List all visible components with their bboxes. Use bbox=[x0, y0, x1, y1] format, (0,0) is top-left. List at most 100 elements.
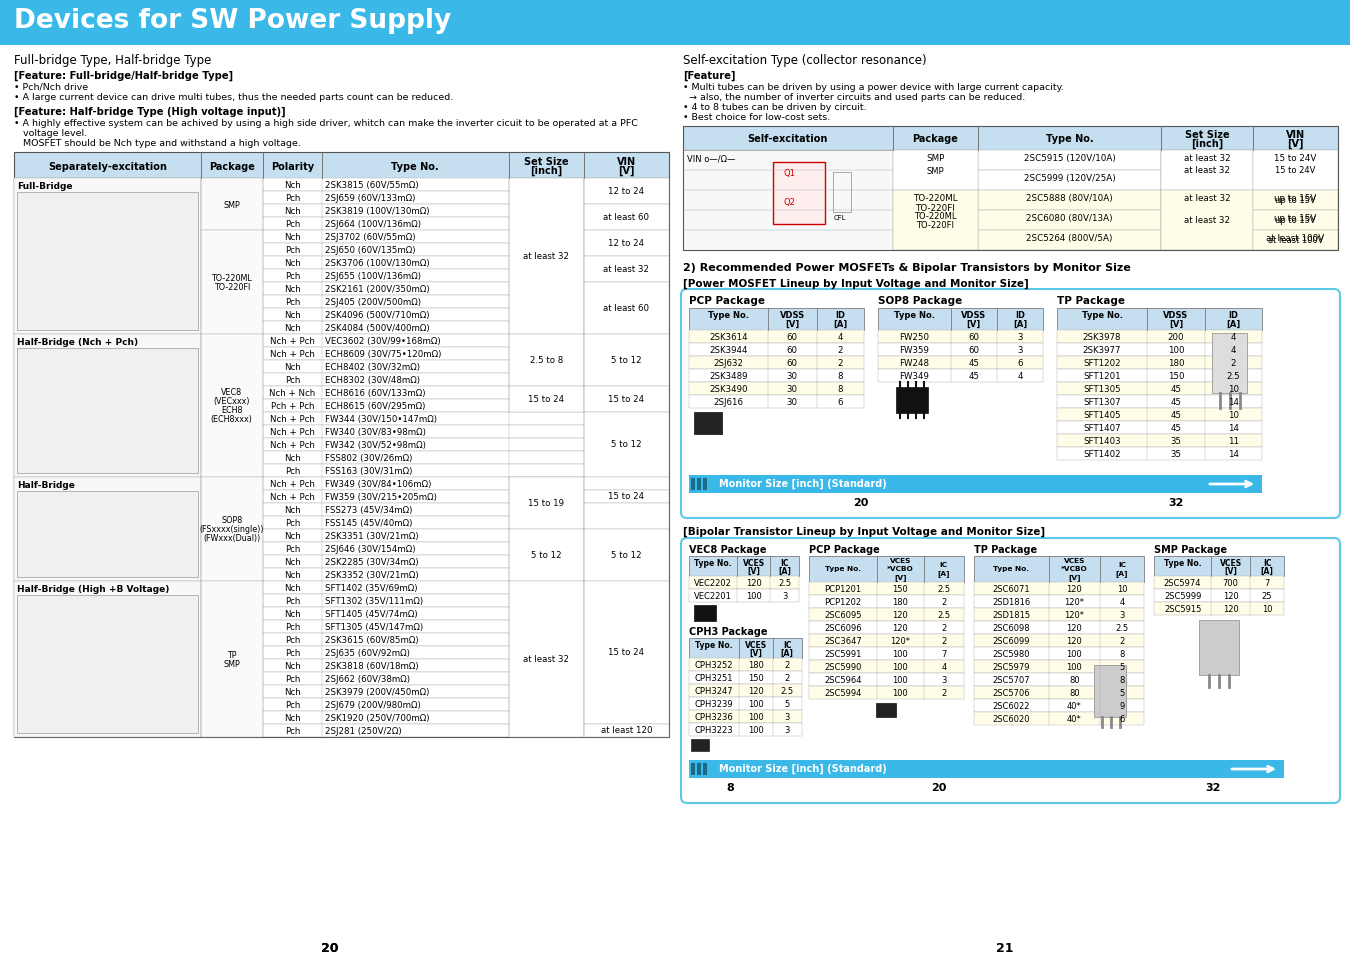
Text: 2: 2 bbox=[941, 637, 946, 645]
Bar bbox=[1057, 409, 1262, 421]
Bar bbox=[973, 621, 1143, 635]
Text: Nch: Nch bbox=[284, 258, 301, 268]
Bar bbox=[14, 452, 670, 464]
Text: Nch + Pch: Nch + Pch bbox=[270, 493, 315, 501]
Text: Pch: Pch bbox=[285, 700, 300, 709]
Text: CPH3223: CPH3223 bbox=[694, 725, 733, 734]
Text: 4: 4 bbox=[941, 662, 946, 671]
Text: Devices for SW Power Supply: Devices for SW Power Supply bbox=[14, 8, 451, 34]
Bar bbox=[1253, 211, 1338, 231]
Bar bbox=[1057, 309, 1262, 331]
Bar bbox=[703, 478, 707, 491]
Bar bbox=[1253, 191, 1338, 211]
Text: (FSxxxx(single)): (FSxxxx(single)) bbox=[200, 525, 265, 534]
Text: CPH3247: CPH3247 bbox=[694, 686, 733, 696]
Text: 15 to 24: 15 to 24 bbox=[609, 648, 644, 657]
Text: 3: 3 bbox=[784, 725, 790, 734]
Text: CFL: CFL bbox=[833, 214, 846, 221]
Text: Package: Package bbox=[209, 161, 255, 172]
Text: 60: 60 bbox=[787, 333, 798, 341]
Text: [inch]: [inch] bbox=[531, 166, 563, 176]
Text: up to 15V: up to 15V bbox=[1276, 195, 1316, 205]
Text: 32: 32 bbox=[1206, 782, 1220, 792]
Bar bbox=[583, 477, 670, 491]
Text: 2.5: 2.5 bbox=[1227, 372, 1241, 380]
Bar bbox=[1057, 448, 1262, 460]
Text: ECH8615 (60V/295mΩ): ECH8615 (60V/295mΩ) bbox=[325, 401, 425, 411]
Bar bbox=[14, 426, 670, 438]
Bar bbox=[809, 596, 964, 608]
Text: Pch + Pch: Pch + Pch bbox=[270, 401, 315, 411]
Bar bbox=[977, 171, 1161, 191]
Text: 8: 8 bbox=[1119, 649, 1125, 659]
Text: IC: IC bbox=[1262, 558, 1272, 567]
Text: 2SJ662 (60V/38mΩ): 2SJ662 (60V/38mΩ) bbox=[325, 675, 410, 683]
Text: Pch: Pch bbox=[285, 636, 300, 644]
Text: Pch: Pch bbox=[285, 518, 300, 527]
Bar bbox=[683, 127, 1338, 251]
Bar bbox=[14, 348, 670, 360]
Text: Nch + Pch: Nch + Pch bbox=[270, 479, 315, 489]
Bar bbox=[509, 477, 583, 530]
Text: SFT1201: SFT1201 bbox=[1083, 372, 1120, 380]
Bar bbox=[896, 388, 927, 414]
Text: Nch: Nch bbox=[284, 558, 301, 566]
Bar bbox=[683, 127, 1338, 151]
Text: 2SD1815: 2SD1815 bbox=[992, 610, 1030, 619]
Text: 2SJ616: 2SJ616 bbox=[713, 397, 744, 407]
Text: 2SJ679 (200V/980mΩ): 2SJ679 (200V/980mΩ) bbox=[325, 700, 421, 709]
Text: 2SK3818 (60V/18mΩ): 2SK3818 (60V/18mΩ) bbox=[325, 661, 418, 670]
Text: Nch: Nch bbox=[284, 311, 301, 319]
Text: 100: 100 bbox=[1168, 346, 1184, 355]
Text: 5 to 12: 5 to 12 bbox=[612, 440, 641, 449]
Bar bbox=[14, 179, 670, 192]
Text: [V]: [V] bbox=[1068, 574, 1080, 580]
Text: Pch: Pch bbox=[285, 193, 300, 203]
Text: [V]: [V] bbox=[1287, 139, 1304, 149]
Text: [V]: [V] bbox=[967, 319, 981, 329]
Bar bbox=[14, 244, 670, 256]
Text: [V]: [V] bbox=[749, 648, 763, 658]
Text: 3: 3 bbox=[784, 712, 790, 721]
Text: 80: 80 bbox=[1069, 676, 1080, 684]
Text: Nch: Nch bbox=[284, 363, 301, 372]
Bar bbox=[583, 581, 670, 724]
Bar bbox=[14, 556, 670, 568]
Text: Self-excitation: Self-excitation bbox=[748, 134, 828, 144]
Bar bbox=[892, 151, 977, 191]
Bar bbox=[14, 711, 670, 724]
Bar bbox=[973, 608, 1143, 621]
Bar bbox=[973, 635, 1143, 647]
Bar bbox=[201, 335, 263, 477]
Bar bbox=[691, 478, 695, 491]
Bar bbox=[509, 179, 583, 335]
Text: 2SK3490: 2SK3490 bbox=[709, 385, 748, 394]
Text: SMP Package: SMP Package bbox=[1154, 544, 1227, 555]
Bar bbox=[14, 620, 670, 634]
Bar bbox=[14, 192, 670, 205]
Bar bbox=[14, 672, 670, 685]
Text: at least 60: at least 60 bbox=[603, 304, 649, 313]
Text: 2SK3352 (30V/21mΩ): 2SK3352 (30V/21mΩ) bbox=[325, 571, 418, 579]
Text: Half-Bridge: Half-Bridge bbox=[18, 480, 74, 490]
Bar bbox=[892, 191, 977, 211]
Bar bbox=[1199, 620, 1239, 676]
Text: 21: 21 bbox=[996, 941, 1014, 953]
Text: 2SC6098: 2SC6098 bbox=[992, 623, 1030, 633]
Text: [V]: [V] bbox=[786, 319, 799, 329]
Text: Pch: Pch bbox=[285, 375, 300, 385]
Bar bbox=[1253, 231, 1338, 251]
Bar bbox=[201, 179, 263, 231]
Text: 45: 45 bbox=[1170, 385, 1181, 394]
Text: 2: 2 bbox=[784, 660, 790, 669]
Bar bbox=[688, 577, 799, 589]
Bar bbox=[1161, 231, 1253, 251]
Text: SFT1402 (35V/69mΩ): SFT1402 (35V/69mΩ) bbox=[325, 583, 417, 593]
Bar bbox=[973, 582, 1143, 596]
Bar bbox=[14, 659, 670, 672]
Text: [V]: [V] bbox=[894, 574, 907, 580]
Text: SFT1405: SFT1405 bbox=[1083, 411, 1120, 419]
Text: 2.5: 2.5 bbox=[937, 584, 950, 594]
Text: [inch]: [inch] bbox=[1191, 139, 1223, 149]
Text: SOP8: SOP8 bbox=[221, 516, 243, 525]
